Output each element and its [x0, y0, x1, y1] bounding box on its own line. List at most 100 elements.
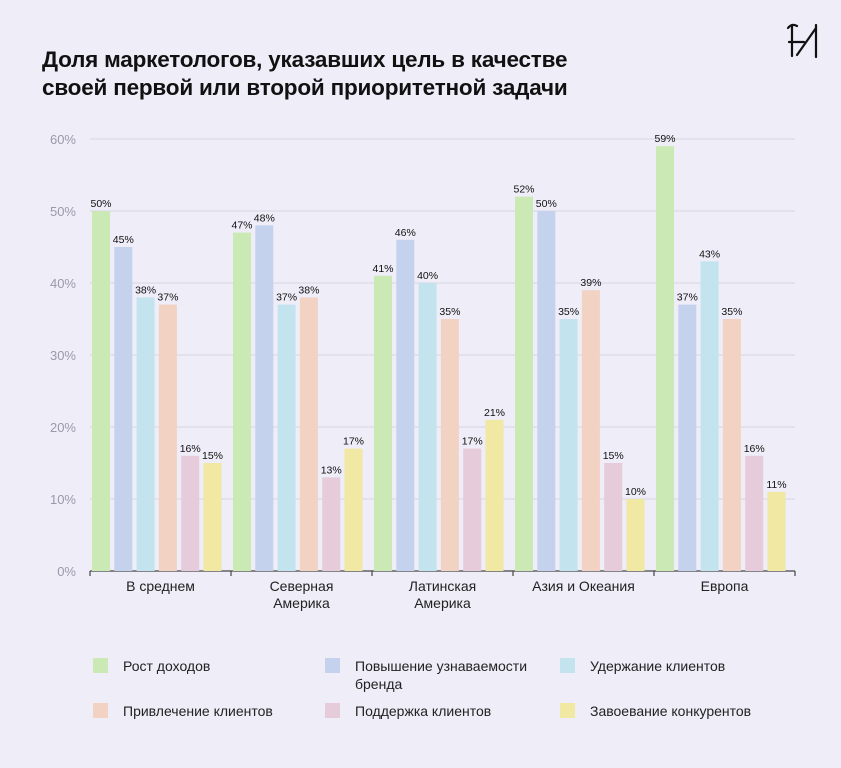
bar [322, 477, 341, 571]
bar [299, 297, 318, 571]
bar-value-label: 52% [513, 184, 534, 196]
bar [463, 448, 482, 571]
legend-text: Рост доходов [123, 657, 210, 675]
bar [181, 455, 200, 571]
bar-value-label: 38% [135, 284, 156, 296]
bar-value-label: 41% [372, 263, 393, 275]
bar-value-label: 39% [580, 277, 601, 289]
bar-value-label: 35% [721, 306, 742, 318]
legend-text: Привлечение клиентов [123, 702, 273, 720]
x-category-label: Америка [273, 595, 330, 611]
legend-item: Рост доходов [93, 657, 210, 675]
legend-swatch [93, 703, 108, 718]
y-tick-label: 30% [50, 348, 76, 363]
bar-chart: 0%10%20%30%40%50%60%50%45%38%37%16%15%В … [50, 132, 796, 611]
bar-value-label: 21% [484, 407, 505, 419]
bar-value-label: 37% [157, 292, 178, 304]
legend-text: Поддержка клиентов [355, 702, 491, 720]
bar-value-label: 40% [417, 270, 438, 282]
bar-value-label: 11% [766, 479, 786, 491]
bar-value-label: 35% [558, 306, 579, 318]
legend-swatch [560, 703, 575, 718]
bar [233, 232, 251, 571]
bar-value-label: 46% [395, 227, 416, 239]
legend-swatch [93, 658, 108, 673]
bar [277, 304, 296, 571]
bar [678, 304, 697, 571]
bar [136, 297, 155, 571]
bar [559, 319, 578, 571]
legend-item: Повышение узнаваемости бренда [325, 657, 527, 693]
bar [203, 463, 222, 571]
y-tick-label: 60% [50, 132, 76, 147]
legend-label: Рост доходов [123, 658, 211, 674]
bar [537, 211, 556, 571]
bar [396, 239, 415, 572]
bar [626, 499, 645, 571]
legend-swatch [325, 703, 340, 718]
bar-value-label: 48% [254, 212, 275, 224]
title-line-2: своей первой или второй приоритетной зад… [42, 75, 568, 100]
x-category-label: Европа [701, 578, 749, 594]
y-tick-label: 0% [57, 564, 76, 579]
bar [745, 455, 764, 571]
bar [344, 448, 363, 571]
legend-label: Привлечение клиентов [123, 703, 273, 719]
legend-item: Поддержка клиентов [325, 702, 491, 720]
bar [255, 225, 274, 571]
legend-swatch [325, 658, 340, 673]
bar [515, 196, 533, 571]
bar-value-label: 45% [113, 234, 134, 246]
y-tick-label: 10% [50, 492, 76, 507]
bar-value-label: 15% [603, 450, 624, 462]
bar-value-label: 37% [276, 292, 297, 304]
legend-item: Завоевание конкурентов [560, 702, 751, 720]
bar-value-label: 10% [625, 486, 646, 498]
legend-label: Поддержка клиентов [355, 703, 492, 719]
x-category-label: Северная [270, 578, 334, 594]
y-tick-label: 40% [50, 276, 76, 291]
bar [92, 211, 110, 571]
legend-text: Завоевание конкурентов [590, 702, 751, 720]
bar [656, 146, 674, 571]
legend-label: Повышение узнаваемости [355, 658, 528, 674]
bar [767, 491, 786, 571]
legend-swatch [560, 658, 575, 673]
legend-label: Завоевание конкурентов [590, 703, 752, 719]
bar-value-label: 50% [90, 198, 111, 210]
bar-value-label: 35% [439, 306, 460, 318]
x-category-label: В среднем [126, 578, 195, 594]
bar [440, 319, 459, 571]
bar-value-label: 37% [677, 292, 698, 304]
legend-item: Привлечение клиентов [93, 702, 273, 720]
title-line-1: Доля маркетологов, указавших цель в каче… [42, 47, 568, 72]
x-category-label: Латинская [409, 578, 476, 594]
y-tick-label: 20% [50, 420, 76, 435]
legend-item: Удержание клиентов [560, 657, 725, 675]
bar [114, 247, 133, 571]
bar-value-label: 16% [180, 443, 201, 455]
bar-value-label: 13% [321, 464, 342, 476]
bar-value-label: 43% [699, 248, 720, 260]
bar [418, 283, 437, 571]
legend-label: Удержание клиентов [590, 658, 726, 674]
x-category-label: Америка [414, 595, 471, 611]
bar [374, 275, 392, 571]
bar [700, 261, 719, 571]
bar-value-label: 17% [343, 436, 364, 448]
legend-text: Повышение узнаваемости бренда [355, 657, 527, 693]
legend-label: бренда [355, 676, 403, 692]
bar [604, 463, 623, 571]
x-category-label: Азия и Океания [532, 578, 635, 594]
bar [485, 419, 504, 571]
bar-value-label: 47% [231, 220, 252, 232]
bar-value-label: 15% [202, 450, 223, 462]
brand-logo-icon [786, 23, 818, 59]
bar-value-label: 38% [298, 284, 319, 296]
legend-text: Удержание клиентов [590, 657, 725, 675]
bar-value-label: 17% [462, 436, 483, 448]
bar [158, 304, 177, 571]
chart-title: Доля маркетологов, указавших цель в каче… [42, 46, 682, 102]
bar [722, 319, 741, 571]
y-tick-label: 50% [50, 204, 76, 219]
